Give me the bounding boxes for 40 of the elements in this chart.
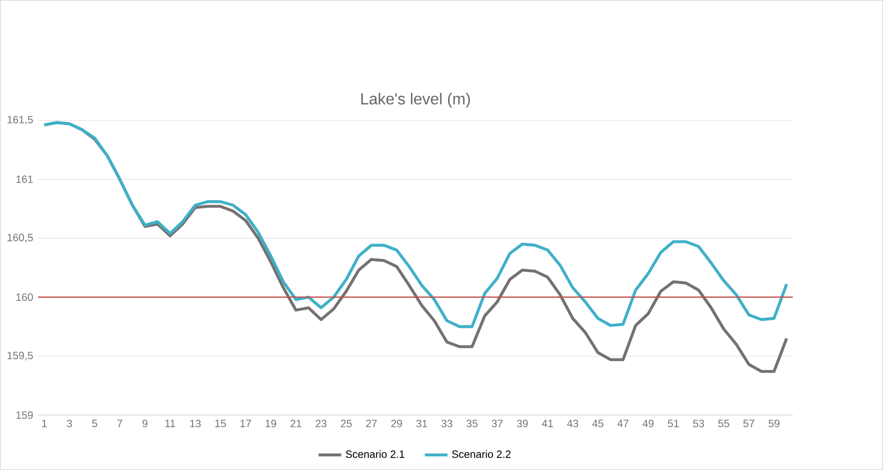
x-tick-label: 53 — [693, 420, 704, 428]
x-tick-label: 55 — [718, 420, 730, 428]
x-tick-label: 21 — [290, 420, 302, 428]
x-tick-label: 17 — [240, 420, 251, 428]
x-tick-label: 13 — [190, 420, 201, 428]
x-tick-label: 3 — [66, 420, 72, 428]
x-tick-label: 57 — [743, 420, 754, 428]
x-tick-label: 49 — [642, 420, 654, 428]
x-tick-label: 39 — [516, 420, 528, 428]
x-tick-label: 43 — [567, 420, 578, 428]
x-tick-label: 47 — [617, 420, 628, 428]
y-tick-label: 161,5 — [8, 116, 33, 125]
x-tick-label: 41 — [542, 420, 553, 428]
x-tick-label: 31 — [416, 420, 428, 428]
x-tick-label: 27 — [366, 420, 377, 428]
x-tick-label: 33 — [441, 420, 452, 428]
y-tick-label: 159,5 — [8, 352, 33, 360]
x-tick-label: 15 — [215, 420, 226, 428]
x-tick-label: 35 — [466, 420, 478, 428]
legend-label: Scenario 2.1 — [346, 450, 404, 458]
x-tick-label: 29 — [391, 420, 402, 428]
x-tick-label: 5 — [92, 420, 98, 428]
x-tick-label: 1 — [42, 420, 47, 428]
x-tick-label: 9 — [142, 420, 148, 428]
legend-label: Scenario 2.2 — [452, 450, 511, 458]
y-tick-label: 161 — [16, 175, 33, 183]
x-tick-label: 23 — [316, 420, 327, 428]
chart-title: Lake's level (m) — [361, 92, 470, 108]
y-tick-label: 159 — [16, 411, 33, 419]
y-tick-label: 160,5 — [8, 234, 33, 243]
x-tick-label: 25 — [340, 420, 352, 428]
x-tick-label: 37 — [492, 420, 503, 428]
x-tick-label: 11 — [165, 420, 176, 428]
x-tick-label: 19 — [266, 420, 276, 428]
x-tick-label: 51 — [668, 420, 679, 428]
x-tick-label: 7 — [117, 420, 122, 428]
y-tick-label: 160 — [16, 293, 33, 301]
x-tick-label: 45 — [592, 420, 604, 428]
line-series — [42, 121, 788, 328]
x-tick-label: 59 — [768, 420, 780, 428]
